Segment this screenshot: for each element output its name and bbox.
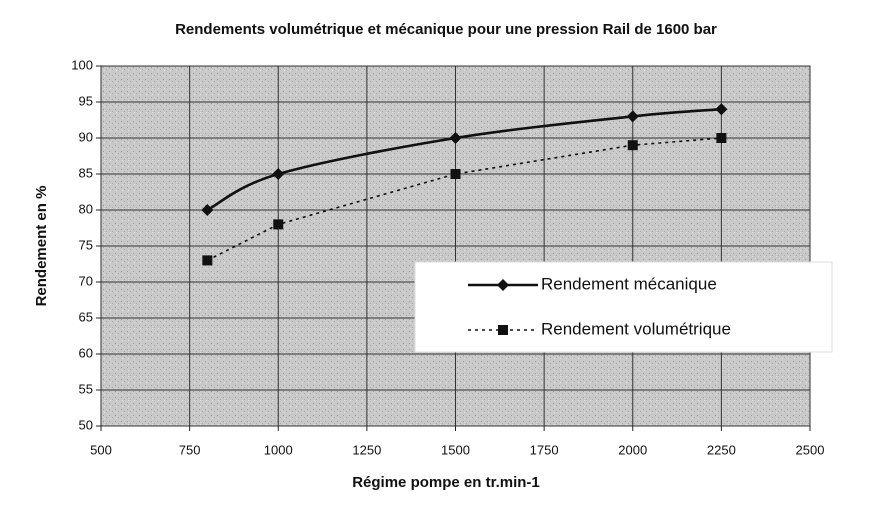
legend: Rendement mécanique Rendement volumétriqu… bbox=[414, 261, 833, 353]
x-tick-label: 1250 bbox=[352, 442, 381, 457]
marker-square bbox=[202, 255, 213, 266]
marker-square bbox=[450, 169, 461, 179]
x-tick-label: 2500 bbox=[796, 442, 825, 457]
y-tick-label: 85 bbox=[79, 165, 93, 180]
x-tick-label: 750 bbox=[179, 442, 201, 457]
y-axis-title: Rendement en % bbox=[33, 186, 50, 307]
legend-label: Rendement volumétrique bbox=[541, 319, 731, 338]
marker-diamond bbox=[201, 204, 214, 216]
y-tick-label: 55 bbox=[79, 381, 93, 396]
y-tick-label: 95 bbox=[79, 93, 93, 108]
y-tick-label: 80 bbox=[79, 201, 93, 216]
x-tick-label: 500 bbox=[90, 442, 112, 457]
y-tick-label: 100 bbox=[71, 57, 93, 72]
marks bbox=[201, 103, 728, 266]
marker-square bbox=[716, 133, 727, 143]
marker-square bbox=[498, 325, 508, 335]
y-tick-label: 50 bbox=[79, 417, 93, 432]
chart-title: Rendements volumétrique et mécanique pou… bbox=[175, 21, 717, 38]
marker-diamond bbox=[449, 132, 462, 144]
y-tick-label: 70 bbox=[79, 273, 93, 288]
x-tick-label: 2250 bbox=[707, 442, 736, 457]
marker-diamond bbox=[272, 168, 285, 180]
legend-label: Rendement mécanique bbox=[541, 274, 717, 293]
x-tick-label: 1750 bbox=[530, 442, 559, 457]
x-tick-label: 2000 bbox=[618, 442, 647, 457]
x-tick-label: 1500 bbox=[441, 442, 470, 457]
y-tick-label: 60 bbox=[79, 345, 93, 360]
y-tick-label: 90 bbox=[79, 129, 93, 144]
y-tick-label: 65 bbox=[79, 309, 93, 324]
marker-square bbox=[627, 140, 638, 151]
legend-box bbox=[414, 261, 833, 353]
x-axis-title: Régime pompe en tr.min-1 bbox=[352, 474, 540, 491]
marker-diamond bbox=[715, 103, 728, 116]
grid: 50 55 60 65 70 75 80 85 90 95 100 500 750 1000 1250 150… bbox=[71, 57, 824, 457]
y-tick-label: 75 bbox=[79, 237, 93, 252]
marker-square bbox=[273, 219, 284, 230]
x-tick-label: 1000 bbox=[264, 442, 293, 457]
marker-diamond bbox=[626, 110, 639, 123]
marker-diamond bbox=[497, 279, 509, 291]
